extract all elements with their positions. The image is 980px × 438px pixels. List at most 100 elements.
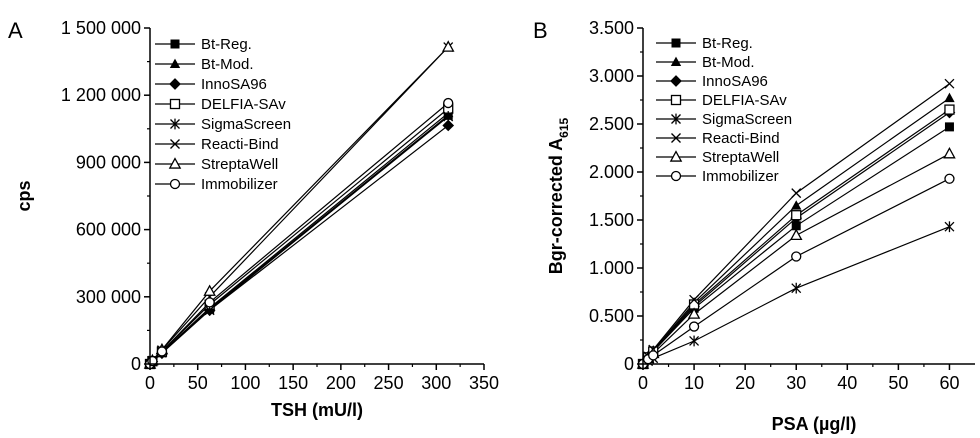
panel-a-y-tick-label-1: 300 000 [76,287,141,307]
panel-b-legend-marker-4 [671,113,681,125]
panel-a-legend-marker-4 [170,118,180,130]
panel-b-series-line-4 [642,226,950,365]
panel-b-y-axis-title-main: Bgr-corrected A [546,138,566,274]
panel-b-y-tick-label-2: 1.000 [589,258,634,278]
panel-a-x-tick-label-4: 200 [326,373,356,393]
panel-a-x-tick-label-2: 100 [230,373,260,393]
panel-a-y-tick-label-4: 1 200 000 [61,85,141,105]
panel-a-x-tick-label-6: 300 [421,373,451,393]
panel-a-x-tick-label-0: 0 [145,373,155,393]
panel-a-point-7-3 [204,297,215,308]
panel-b-legend-marker-7 [670,170,682,182]
panel-a-legend-label-7: Immobilizer [201,176,278,193]
panel-a-chart: A 0 50 100 150 200 250 300 350 0 300 000 600 000 900… [8,18,499,420]
panel-b-point-4-4 [791,282,802,294]
panel-b-legend-label-2: InnoSA96 [702,73,768,90]
panel-b-point-5-3 [689,294,700,305]
panel-b-legend-label-0: Bt-Reg. [702,35,753,52]
panel-b-x-tick-label-2: 20 [735,373,755,393]
panel-b-legend-label-6: StreptaWell [702,149,779,166]
panel-b-point-6-5 [943,147,956,159]
panel-a-legend-label-0: Bt-Reg. [201,36,252,53]
panel-a-series-line-1 [149,112,449,365]
panel-b-y-tick-label-5: 2.500 [589,114,634,134]
panel-b-y-tick-label-0: 0 [624,354,634,374]
panel-a-x-tick-label-1: 50 [188,373,208,393]
panel-b-legend-marker-5 [671,133,681,143]
panel-a-series-line-5 [149,46,449,365]
panel-a-point-4-4 [443,111,454,122]
panel-b-letter: B [533,18,548,43]
panel-b-x-tick-label-6: 60 [939,373,959,393]
panel-a-point-6-4 [441,40,455,52]
panel-a-point-7-4 [443,97,454,109]
panel-b-point-1-4 [791,200,802,210]
panel-b-y-tick-label-3: 1.500 [589,210,634,230]
panel-a-legend: Bt-Reg. Bt-Mod. InnoSA96 DELFIA-SAv SigmaScr… [155,36,291,193]
panel-b-y-tick-label-6: 3.000 [589,66,634,86]
panel-b-x-tick-label-0: 0 [638,373,648,393]
panel-a-letter: A [8,18,23,43]
panel-a-point-7-2 [156,346,168,357]
panel-b-point-3-4 [791,210,802,221]
panel-b-x-tick-label-5: 50 [888,373,908,393]
panel-b-chart: B 0 10 20 30 40 50 60 0 0.500 1.000 1.500 2.000 2.500… [533,18,975,434]
panel-a-legend-label-1: Bt-Mod. [201,56,254,73]
panel-b-point-0-5 [944,122,954,132]
panel-b-point-4-5 [944,221,955,233]
panel-b-point-7-2 [648,350,659,361]
panel-a-series-line-2 [149,124,449,365]
panel-b-point-3-5 [944,104,955,115]
panel-b-legend: Bt-Reg. Bt-Mod. InnoSA96 DELFIA-SAv SigmaScr… [656,35,792,185]
panel-b-legend-label-1: Bt-Mod. [702,54,755,71]
panel-a-point-2-4 [442,119,455,132]
panel-b-point-6-3 [687,307,701,319]
panel-b-legend-marker-3 [670,94,682,106]
panel-a-legend-marker-2 [169,78,181,90]
panel-a-legend-label-3: DELFIA-SAv [201,96,286,113]
panel-b-y-tick-label-7: 3.500 [589,18,634,38]
panel-a-y-axis-title: cps [14,180,34,211]
panel-b-legend-label-3: DELFIA-SAv [702,92,787,109]
panel-b-legend-label-4: SigmaScreen [702,111,792,128]
panel-a-legend-marker-1 [169,58,181,69]
panel-a-x-tick-label-7: 350 [469,373,499,393]
panel-b-legend-marker-6 [669,150,683,162]
panel-a-y-tick-label-0: 0 [131,354,141,374]
panel-b-point-7-3 [688,321,700,332]
panel-a-y-tick-label-5: 1 500 000 [61,18,141,38]
panel-b-legend-marker-2 [670,75,682,87]
panel-a-legend-label-5: Reacti-Bind [201,136,279,153]
panel-b-point-0-4 [791,221,801,231]
panel-a-x-axis-title: TSH (mU/l) [271,400,363,420]
panel-b-point-7-4 [791,251,802,262]
panel-a-legend-marker-6 [168,157,182,169]
panel-b-y-axis-title-subscript: 615 [557,117,571,137]
panel-a-y-tick-label-3: 900 000 [76,152,141,172]
panel-a-legend-label-4: SigmaScreen [201,116,291,133]
panel-b-x-axis-title: PSA (µg/l) [772,414,857,434]
panel-b-y-axis-title: Bgr-corrected A615 [546,117,571,274]
panel-a-x-tick-label-3: 150 [278,373,308,393]
panel-a-legend-marker-7 [169,178,181,190]
panel-a-y-tick-label-2: 600 000 [76,220,141,240]
panel-a-legend-label-6: StreptaWell [201,156,278,173]
panel-a-legend-label-2: InnoSA96 [201,76,267,93]
panel-b-point-5-4 [791,188,802,199]
panel-a-series-line-7 [149,102,449,365]
panel-a-legend-marker-0 [170,39,180,49]
panel-a-legend-marker-5 [170,139,180,149]
panel-a-point-6-3 [203,284,216,296]
panel-b-y-tick-label-1: 0.500 [589,306,634,326]
panel-a-legend-marker-3 [169,98,181,110]
panel-a-x-tick-label-5: 250 [374,373,404,393]
panel-b-point-1-5 [944,92,955,103]
panel-b-legend-marker-0 [671,38,681,48]
panel-b-point-7-5 [944,173,955,184]
panel-b-x-tick-label-3: 30 [786,373,806,393]
panel-b-y-tick-label-4: 2.000 [589,162,634,182]
panel-b-legend-label-7: Immobilizer [702,168,779,185]
panel-b-legend-marker-1 [670,56,682,67]
panel-b-point-5-5 [944,78,955,89]
